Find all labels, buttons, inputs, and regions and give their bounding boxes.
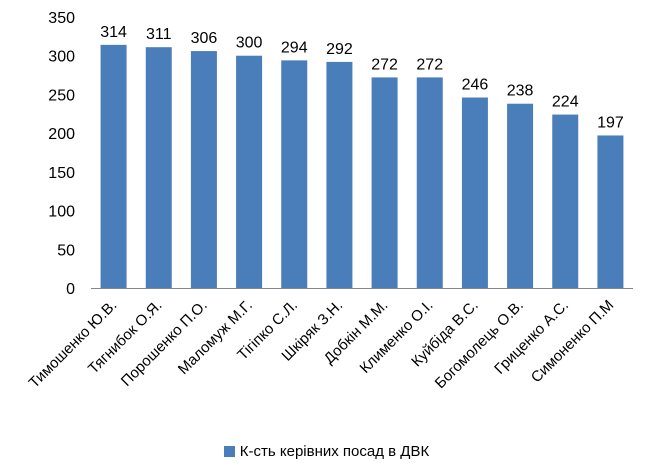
- data-label: 314: [100, 24, 127, 41]
- data-label: 272: [416, 56, 443, 73]
- y-tick-label: 100: [48, 204, 75, 221]
- bar: [597, 135, 624, 288]
- legend: К-сть керівних посад в ДВК: [0, 440, 653, 462]
- bar: [100, 44, 127, 289]
- bar: [326, 61, 353, 289]
- bar: [552, 114, 579, 288]
- x-tick-label: Симоненко П.М: [528, 297, 617, 386]
- data-label: 294: [281, 39, 308, 56]
- bar: [507, 103, 534, 288]
- y-axis-ticks: 0 50 100 150 200 250 300 350: [48, 10, 75, 298]
- y-tick-label: 50: [57, 242, 75, 259]
- data-label: 246: [462, 77, 489, 94]
- bar: [145, 47, 172, 288]
- bar: [281, 60, 308, 288]
- data-label: 197: [597, 114, 624, 131]
- bars: [100, 44, 624, 289]
- data-labels: 314 311 306 300 294 292 272 272 246 238 224 197: [100, 24, 624, 132]
- bar: [371, 77, 398, 288]
- data-label: 300: [236, 35, 263, 52]
- y-tick-label: 250: [48, 87, 75, 104]
- y-tick-label: 300: [48, 49, 75, 66]
- bar: [416, 77, 443, 288]
- data-label: 292: [326, 41, 353, 58]
- bar: [236, 55, 263, 288]
- data-label: 272: [371, 56, 398, 73]
- y-tick-label: 0: [66, 281, 75, 298]
- bar: [461, 97, 488, 288]
- bar: [190, 51, 217, 288]
- y-tick-label: 200: [48, 126, 75, 143]
- data-label: 311: [146, 26, 172, 43]
- legend-swatch: [223, 445, 235, 457]
- legend-label: К-сть керівних посад в ДВК: [239, 442, 430, 460]
- data-label: 306: [191, 30, 218, 47]
- y-tick-label: 350: [48, 10, 75, 27]
- y-tick-label: 150: [48, 165, 75, 182]
- data-label: 224: [552, 94, 579, 111]
- data-label: 238: [507, 83, 534, 100]
- x-axis-labels: Тимошенко Ю.В.Тягнибок О.Я.Порошенко П.О…: [26, 297, 618, 392]
